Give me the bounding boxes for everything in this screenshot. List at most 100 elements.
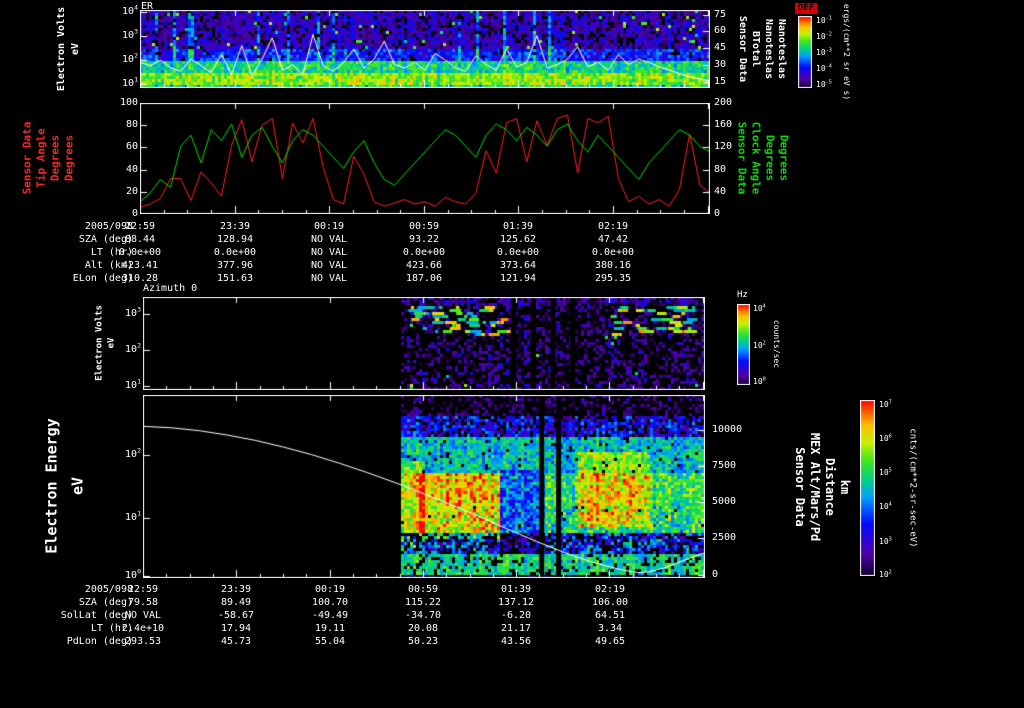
time-tick-label: 02:19 (597, 221, 629, 232)
time-tick-label: 00:59 (408, 221, 440, 232)
p1-energy-tick: 103 (122, 27, 138, 41)
p1-btotal-tick: 75 (714, 8, 727, 20)
table-cell: 187.06 (405, 273, 443, 284)
hz-colorbar-unit-label: counts/sec (772, 319, 781, 369)
p1-left-axis-label: eV (70, 42, 81, 56)
p2-clock-angle-tick: 200 (714, 97, 733, 108)
def-colorbar-tick: 10-1 (816, 15, 832, 26)
p1-btotal-tick: 30 (714, 58, 727, 70)
time-tick-label: 00:59 (407, 584, 439, 595)
p1-right-axis-label: Nanoteslas (776, 18, 787, 80)
p2-left-axis-label: Sensor Data (20, 121, 34, 195)
p3-left-axis-label: Electron Volts (94, 305, 105, 381)
p1-energy-tick: 102 (122, 51, 138, 65)
time-tick-label: 00:19 (313, 221, 345, 232)
p1-btotal-tick: 60 (714, 25, 727, 37)
table-cell: NO VAL (310, 273, 348, 284)
table-cell: 2.4e+10 (121, 623, 165, 634)
p1-right-axis-label: Sensor Data (737, 15, 748, 83)
p4-altitude-tick: 7500 (712, 460, 737, 471)
counts-per-sec-colorbar (737, 304, 750, 385)
table-row-label: ELon (deg) (72, 273, 133, 284)
hz-colorbar-tick: 104 (753, 303, 766, 314)
flux-colorbar-unit-label: cnts/(cm**2-sr-sec-eV) (907, 428, 918, 548)
table-cell: 0.0e+00 (118, 247, 162, 258)
table-row-label: 2005/098 (84, 584, 133, 595)
table-cell: 125.62 (499, 234, 537, 245)
p2-left-axis-label: Degrees (48, 134, 62, 182)
def-colorbar (798, 16, 812, 88)
table-cell: -6.20 (500, 610, 532, 621)
table-cell: 373.64 (499, 260, 537, 271)
p2-tip-angle-tick: 40 (125, 163, 138, 175)
table-cell: 17.94 (220, 623, 252, 634)
p2-tip-angle-tick: 80 (125, 119, 138, 131)
counts-flux-colorbar (860, 400, 875, 576)
p4-altitude-tick: 2500 (712, 532, 737, 544)
flux-colorbar-tick: 103 (879, 536, 892, 546)
p3-energy-tick: 102 (125, 341, 141, 355)
electron-energy-spectrogram-canvas (143, 395, 705, 578)
p2-left-axis-label: Degrees (62, 134, 76, 182)
table-cell: 100.70 (311, 597, 349, 608)
def-colorbar-tick: 10-3 (816, 47, 832, 57)
time-tick-label: 02:19 (594, 584, 626, 595)
p4-left-axis-label: eV (68, 476, 87, 496)
table-row-label: 2005/098 (84, 221, 133, 232)
p4-altitude-tick: 0 (712, 569, 719, 581)
p4-energy-tick: 100 (125, 567, 141, 582)
table-cell: -34.70 (404, 610, 442, 621)
table-cell: NO VAL (310, 260, 348, 271)
flux-colorbar-tick: 106 (879, 433, 892, 443)
p1-right-axis-label: BTotal (750, 30, 761, 68)
p2-left-axis-label: Tip Angle (34, 128, 48, 188)
hz-colorbar-title: Hz (737, 290, 748, 300)
table-cell: 377.96 (216, 260, 254, 271)
p2-right-axis-label: Degrees (763, 134, 777, 182)
flux-colorbar-tick: 107 (879, 398, 892, 409)
table-cell: 137.12 (497, 597, 535, 608)
table-cell: 380.16 (594, 260, 632, 271)
azimuth-panel-title: Azimuth 0 (143, 283, 198, 294)
table-cell: -49.49 (311, 610, 349, 621)
time-tick-label: 23:39 (220, 584, 252, 595)
p1-btotal-tick: 15 (714, 75, 727, 87)
p4-right-axis-label: Distance (823, 458, 837, 516)
flux-colorbar-tick: 105 (879, 467, 892, 478)
table-row-label: PdLon (deg) (66, 636, 133, 647)
table-cell: 310.28 (121, 273, 159, 284)
p2-right-axis-label: Clock Angle (749, 121, 763, 195)
p2-clock-angle-tick: 80 (714, 163, 727, 175)
table-cell: 20.08 (407, 623, 439, 634)
table-cell: 19.11 (314, 623, 346, 634)
p1-right-axis-label: Nanoteslas (763, 18, 774, 80)
p4-altitude-tick: 10000 (712, 423, 743, 435)
flux-colorbar-tick: 102 (879, 569, 892, 580)
table-cell: 45.73 (220, 636, 252, 647)
table-cell: NO VAL (310, 247, 348, 258)
p4-energy-tick: 102 (125, 447, 141, 461)
def-colorbar-tick: 10-2 (816, 31, 832, 42)
p2-tip-angle-tick: 0 (131, 208, 138, 219)
table-cell: 115.22 (404, 597, 442, 608)
azimuth0-spectrogram-canvas (143, 297, 705, 390)
def-colorbar-unit-label: ergs/(cm**2 sr eV s) (842, 3, 851, 101)
time-tick-label: 22:59 (127, 584, 159, 595)
def-colorbar-title: DEF (795, 3, 818, 14)
time-tick-label: 22:59 (124, 221, 156, 232)
p2-clock-angle-tick: 40 (714, 185, 727, 197)
p4-left-axis-label: Electron Energy (42, 418, 61, 554)
table-cell: 47.42 (597, 234, 629, 245)
table-row-label: SolLat (deg) (60, 610, 133, 621)
p3-energy-tick: 101 (125, 377, 141, 392)
table-cell: 3.34 (597, 623, 623, 634)
table-cell: 295.35 (594, 273, 632, 284)
table-cell: 43.56 (500, 636, 532, 647)
table-cell: 0.0e+00 (591, 247, 635, 258)
time-tick-label: 00:19 (314, 584, 346, 595)
def-colorbar-tick: 10-4 (816, 63, 832, 73)
table-cell: NO VAL (310, 234, 348, 245)
table-cell: 49.65 (594, 636, 626, 647)
p2-clock-angle-tick: 0 (714, 208, 721, 219)
